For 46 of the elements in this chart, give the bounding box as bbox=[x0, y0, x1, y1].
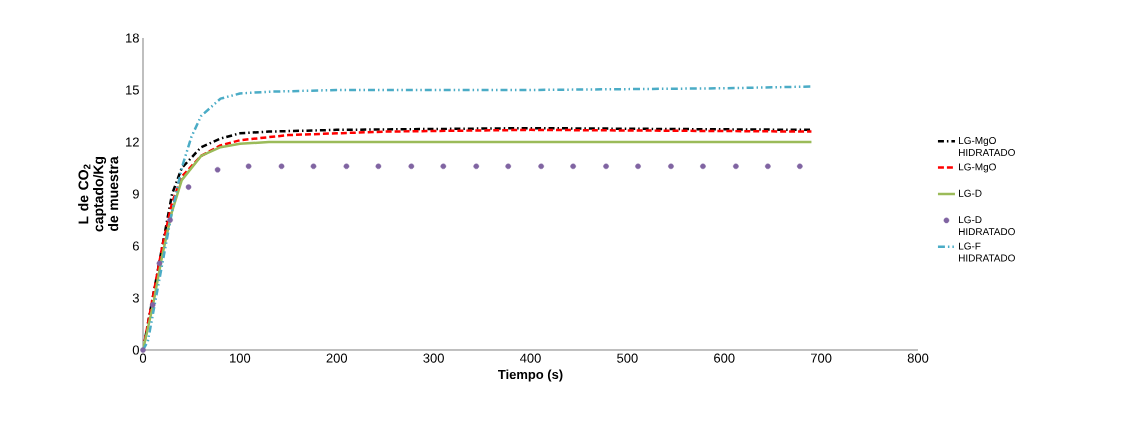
point bbox=[440, 163, 447, 170]
y-tick-label: 9 bbox=[132, 189, 139, 199]
point bbox=[797, 163, 803, 170]
legend-label: LG-MgO bbox=[959, 163, 996, 173]
legend-label: LG-D bbox=[959, 189, 982, 197]
point bbox=[765, 163, 771, 170]
x-tick-label: 600 bbox=[714, 353, 735, 363]
y-tick-label: 3 bbox=[132, 293, 139, 303]
y-axis-title: L de CO$_{2}$ captado/Kg de muestra bbox=[78, 156, 119, 232]
x-tick-label: 300 bbox=[423, 353, 444, 363]
legend-label: LG-F HIDRATADO bbox=[959, 242, 1015, 262]
point bbox=[603, 163, 609, 170]
point bbox=[310, 163, 317, 170]
point bbox=[149, 302, 156, 308]
point bbox=[635, 163, 641, 170]
y-tick-label: 18 bbox=[126, 33, 139, 43]
point bbox=[668, 163, 674, 170]
point bbox=[156, 260, 163, 267]
x-tick-label: 200 bbox=[326, 353, 348, 363]
legend-label: LG-MgO HIDRATADO bbox=[959, 137, 1015, 157]
point bbox=[214, 166, 221, 173]
point bbox=[343, 163, 350, 170]
point bbox=[185, 184, 192, 190]
x-tick-label: 800 bbox=[907, 353, 929, 363]
point bbox=[408, 163, 415, 170]
point bbox=[278, 163, 285, 170]
x-tick-label: 700 bbox=[811, 353, 832, 363]
point bbox=[245, 163, 252, 170]
legend-label: LG-D HIDRATADO bbox=[959, 216, 1015, 236]
y-tick-label: 12 bbox=[126, 137, 139, 147]
x-tick-label: 400 bbox=[520, 353, 541, 363]
point bbox=[375, 163, 382, 170]
y-tick-label: 6 bbox=[132, 241, 139, 251]
y-tick-label: 0 bbox=[132, 345, 139, 355]
x-tick-label: 100 bbox=[230, 353, 251, 363]
point bbox=[538, 163, 544, 170]
x-axis-title: Tiempo (s) bbox=[498, 369, 563, 382]
point bbox=[570, 163, 576, 170]
point bbox=[167, 217, 173, 223]
point bbox=[505, 163, 512, 170]
y-tick-label: 15 bbox=[126, 85, 139, 95]
point bbox=[733, 163, 739, 170]
x-tick-label: 0 bbox=[139, 353, 147, 363]
point bbox=[473, 163, 480, 170]
x-tick-label: 500 bbox=[617, 353, 638, 363]
point bbox=[700, 163, 706, 170]
